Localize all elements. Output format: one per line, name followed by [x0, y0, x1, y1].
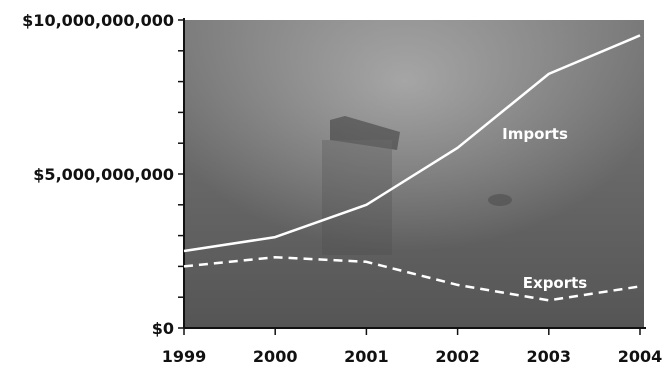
- series-line-exports: [183, 255, 641, 302]
- y-tick-label: $10,000,000,000: [22, 11, 174, 30]
- series-line-imports: [183, 34, 641, 253]
- series-label-imports: Imports: [502, 125, 568, 143]
- x-tick-label: 2002: [435, 347, 480, 366]
- x-axis-ticks: 1999 2000 2001 2002 2003 2004: [162, 328, 663, 366]
- label-group: Imports Exports: [502, 125, 587, 292]
- series-group: [183, 34, 641, 302]
- y-axis-ticks: $0 $5,000,000,000 $10,000,000,000: [22, 11, 184, 338]
- y-tick-label: $5,000,000,000: [33, 165, 174, 184]
- x-tick-label: 1999: [162, 347, 207, 366]
- x-tick-label: 2001: [344, 347, 389, 366]
- x-tick-label: 2000: [253, 347, 298, 366]
- series-label-exports: Exports: [523, 274, 588, 292]
- y-tick-label: $0: [152, 319, 174, 338]
- x-tick-label: 2003: [527, 347, 572, 366]
- x-tick-label: 2004: [618, 347, 663, 366]
